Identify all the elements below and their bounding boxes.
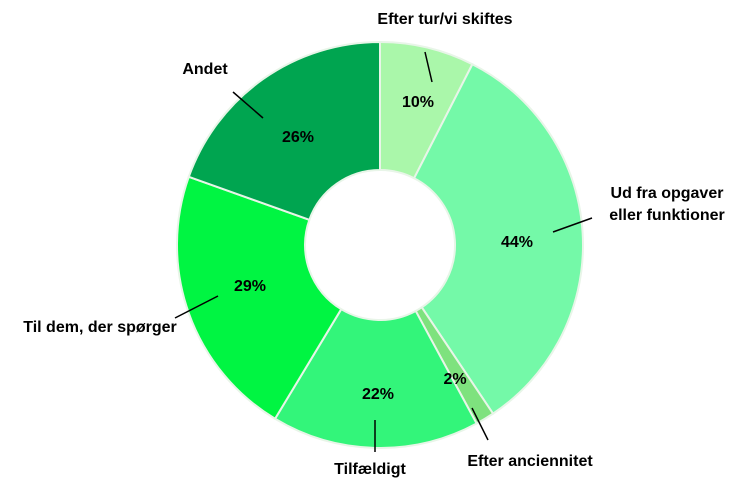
slice <box>273 307 478 449</box>
category-label: Andet <box>182 61 228 78</box>
value-label: 2% <box>443 371 467 388</box>
category-label: Efter anciennitet <box>467 453 593 470</box>
value-label: 22% <box>361 386 395 403</box>
leader-line <box>174 295 219 319</box>
category-label: Tilfældigt <box>334 461 406 478</box>
value-label: 26% <box>281 129 315 146</box>
leader-line <box>232 91 264 119</box>
category-label: Efter tur/vi skiftes <box>377 11 513 28</box>
value-label: 29% <box>233 278 267 295</box>
category-label: Til dem, der spørger <box>23 319 177 336</box>
leader-line <box>471 407 489 441</box>
slice <box>187 40 381 222</box>
leader-line <box>552 217 593 233</box>
slice <box>412 62 585 416</box>
slice <box>176 175 343 421</box>
value-label: 10% <box>401 94 435 111</box>
category-label: Ud fra opgaver eller funktioner <box>609 185 725 224</box>
leader-line <box>424 51 433 83</box>
value-label: 44% <box>500 234 534 251</box>
